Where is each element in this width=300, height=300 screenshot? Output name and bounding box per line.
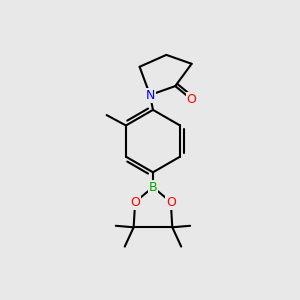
Text: B: B xyxy=(149,181,157,194)
Text: O: O xyxy=(130,196,140,208)
Text: N: N xyxy=(145,88,155,101)
Text: O: O xyxy=(187,93,196,106)
Text: O: O xyxy=(166,196,176,208)
